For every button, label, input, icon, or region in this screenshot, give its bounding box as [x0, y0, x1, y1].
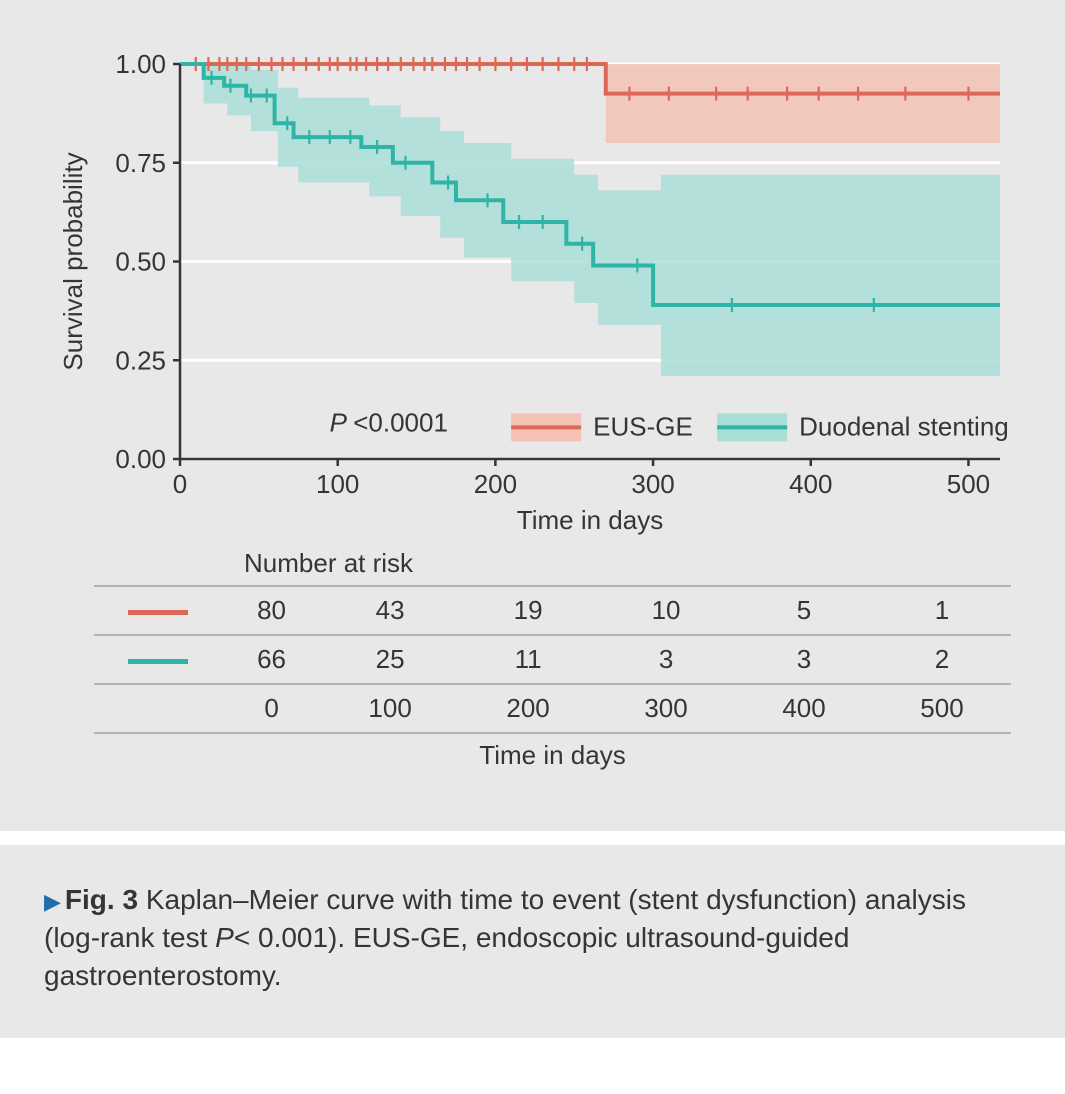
km-chart-svg: 0.00 0.25 0.50 0.75 1.00 0 100 200 300 400 500 Surv…: [50, 44, 1015, 544]
svg-text:400: 400: [789, 469, 832, 499]
risk-table-row: 8043191051: [94, 587, 1011, 635]
svg-text:Duodenal stenting: Duodenal stenting: [799, 411, 1009, 441]
risk-table-times: 0100200300400500: [94, 684, 1011, 733]
svg-text:0: 0: [173, 469, 187, 499]
svg-text:300: 300: [631, 469, 674, 499]
figure-label: Fig. 3: [65, 884, 138, 915]
svg-text:0.75: 0.75: [115, 148, 166, 178]
svg-text:0.50: 0.50: [115, 247, 166, 277]
risk-table-xlabel: Time in days: [94, 734, 1011, 771]
chart-panel: 0.000.250.500.751.000100200300400500Surv…: [0, 0, 1065, 831]
svg-text:500: 500: [947, 469, 990, 499]
svg-text:0.25: 0.25: [115, 345, 166, 375]
risk-table-title: Number at risk: [94, 548, 1011, 587]
figure-wrapper: 0.000.250.500.751.000100200300400500Surv…: [0, 0, 1065, 1038]
risk-table-row: 662511332: [94, 635, 1011, 684]
svg-text:0.00: 0.00: [115, 444, 166, 474]
svg-text:Time in days: Time in days: [517, 505, 663, 535]
triangle-icon: ▶: [44, 889, 65, 914]
svg-text:200: 200: [474, 469, 517, 499]
risk-table: 8043191051662511332 0100200300400500: [94, 587, 1011, 734]
svg-text:P <0.0001: P <0.0001: [330, 407, 448, 437]
svg-text:EUS-GE: EUS-GE: [593, 411, 693, 441]
risk-table-block: Number at risk 8043191051662511332 01002…: [50, 548, 1015, 771]
caption-P: P: [215, 922, 234, 953]
svg-text:Survival probability: Survival probability: [58, 152, 88, 370]
svg-text:1.00: 1.00: [115, 49, 166, 79]
km-chart-container: 0.00 0.25 0.50 0.75 1.00 0 100 200 300 400 500 Surv…: [50, 44, 1015, 544]
caption-panel: ▶Fig. 3 Kaplan–Meier curve with time to …: [0, 845, 1065, 1038]
svg-text:100: 100: [316, 469, 359, 499]
